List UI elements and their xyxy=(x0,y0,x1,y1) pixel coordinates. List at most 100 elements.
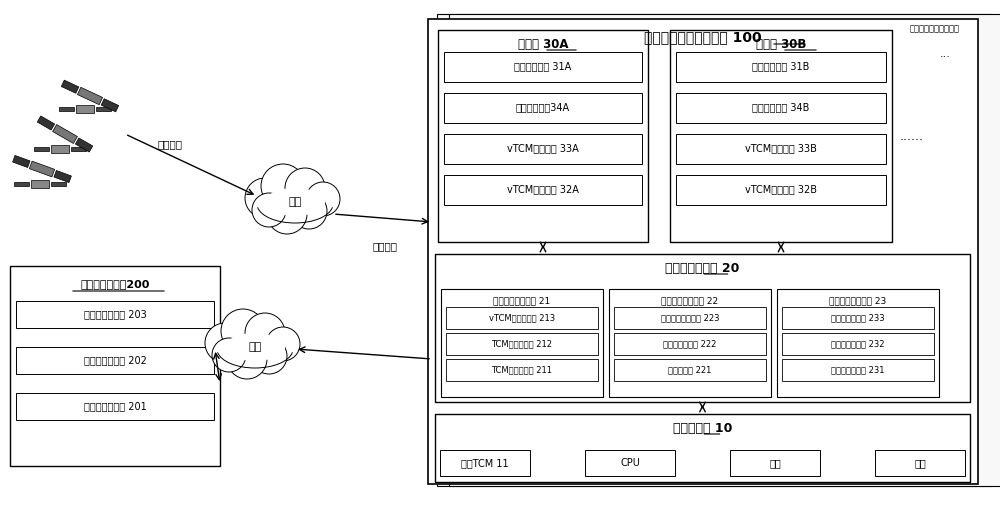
Bar xyxy=(51,182,66,186)
FancyBboxPatch shape xyxy=(444,93,642,123)
Text: TCM度量子模块 211: TCM度量子模块 211 xyxy=(491,365,552,374)
Bar xyxy=(14,182,29,186)
FancyBboxPatch shape xyxy=(444,134,642,164)
Text: vTCM度量模块 32B: vTCM度量模块 32B xyxy=(745,185,817,194)
Circle shape xyxy=(205,323,245,363)
FancyBboxPatch shape xyxy=(440,450,530,476)
Text: 网络: 网络 xyxy=(248,342,262,352)
FancyBboxPatch shape xyxy=(446,359,598,381)
Bar xyxy=(34,147,49,151)
Text: TCM报告子模块 212: TCM报告子模块 212 xyxy=(491,339,552,348)
Text: 审计代理模块34A: 审计代理模块34A xyxy=(516,102,570,113)
Polygon shape xyxy=(53,124,77,143)
Circle shape xyxy=(252,193,286,227)
Text: 平台可信度量模块 21: 平台可信度量模块 21 xyxy=(493,297,551,305)
Text: 日志采集子模块 231: 日志采集子模块 231 xyxy=(831,365,885,374)
FancyBboxPatch shape xyxy=(16,393,214,420)
Circle shape xyxy=(245,178,285,218)
FancyBboxPatch shape xyxy=(614,359,766,381)
FancyBboxPatch shape xyxy=(670,30,892,242)
Text: ......: ...... xyxy=(900,130,924,142)
Text: 物理TCM 11: 物理TCM 11 xyxy=(461,458,509,468)
FancyBboxPatch shape xyxy=(449,14,1000,486)
Circle shape xyxy=(306,182,340,216)
FancyBboxPatch shape xyxy=(782,359,934,381)
FancyBboxPatch shape xyxy=(676,93,886,123)
Circle shape xyxy=(221,309,265,353)
Circle shape xyxy=(261,164,305,208)
Polygon shape xyxy=(37,116,55,130)
FancyBboxPatch shape xyxy=(441,289,603,397)
Circle shape xyxy=(245,313,285,353)
FancyBboxPatch shape xyxy=(777,289,939,397)
Text: 客户操作系统 31A: 客户操作系统 31A xyxy=(514,62,572,71)
Bar xyxy=(31,179,49,189)
Polygon shape xyxy=(77,87,103,105)
FancyBboxPatch shape xyxy=(676,52,886,82)
Text: 密钥管理服务器 202: 密钥管理服务器 202 xyxy=(84,356,146,365)
Text: 分布式虚拟化存储节点 100: 分布式虚拟化存储节点 100 xyxy=(644,30,762,44)
Circle shape xyxy=(267,194,307,234)
Text: 密钥请求子模块 222: 密钥请求子模块 222 xyxy=(663,339,717,348)
FancyBboxPatch shape xyxy=(730,450,820,476)
FancyBboxPatch shape xyxy=(435,414,970,482)
Circle shape xyxy=(291,193,327,229)
Ellipse shape xyxy=(265,188,325,216)
Circle shape xyxy=(251,338,287,374)
Text: 可信管理服务器 201: 可信管理服务器 201 xyxy=(84,401,146,412)
FancyBboxPatch shape xyxy=(435,254,970,402)
Text: 宿主机操作系统 20: 宿主机操作系统 20 xyxy=(665,262,740,274)
Ellipse shape xyxy=(217,326,292,364)
Polygon shape xyxy=(61,80,79,93)
Bar xyxy=(59,107,74,111)
FancyBboxPatch shape xyxy=(782,333,934,355)
Text: 日志审计服务器 203: 日志审计服务器 203 xyxy=(84,309,146,320)
Text: 安全监控子模块 232: 安全监控子模块 232 xyxy=(831,339,885,348)
Text: vTCM管理子模块 213: vTCM管理子模块 213 xyxy=(489,313,555,322)
Circle shape xyxy=(285,168,325,208)
FancyBboxPatch shape xyxy=(437,14,992,486)
Text: 日志发送子模块 233: 日志发送子模块 233 xyxy=(831,313,885,322)
Bar xyxy=(76,105,94,114)
Text: 安全管理服务器200: 安全管理服务器200 xyxy=(80,279,150,289)
Circle shape xyxy=(212,338,246,372)
Text: 卫星数据: 卫星数据 xyxy=(372,241,398,251)
FancyBboxPatch shape xyxy=(10,266,220,466)
Text: 审计代理模块 34B: 审计代理模块 34B xyxy=(752,102,810,113)
FancyBboxPatch shape xyxy=(16,301,214,328)
Text: vTCM度量模块 32A: vTCM度量模块 32A xyxy=(507,185,579,194)
Text: 数据加解密子模块 223: 数据加解密子模块 223 xyxy=(661,313,719,322)
Text: 存储服务器 10: 存储服务器 10 xyxy=(673,421,732,434)
Text: 分布式虚拟化存储节点: 分布式虚拟化存储节点 xyxy=(910,25,960,33)
Text: 网络: 网络 xyxy=(288,197,302,207)
FancyBboxPatch shape xyxy=(875,450,965,476)
FancyBboxPatch shape xyxy=(444,52,642,82)
Bar xyxy=(51,144,69,153)
Text: CPU: CPU xyxy=(620,458,640,468)
FancyBboxPatch shape xyxy=(446,307,598,329)
Text: 密码算法库 221: 密码算法库 221 xyxy=(668,365,712,374)
FancyBboxPatch shape xyxy=(444,175,642,205)
FancyBboxPatch shape xyxy=(428,19,978,484)
Polygon shape xyxy=(75,138,93,152)
Polygon shape xyxy=(54,171,71,182)
Circle shape xyxy=(266,327,300,361)
Text: 虚拟机 30A: 虚拟机 30A xyxy=(518,38,568,50)
Polygon shape xyxy=(101,99,119,112)
Text: ...: ... xyxy=(940,49,950,59)
FancyBboxPatch shape xyxy=(676,175,886,205)
FancyBboxPatch shape xyxy=(782,307,934,329)
Text: 数据加密保护模块 22: 数据加密保护模块 22 xyxy=(661,297,719,305)
Text: vTCM报告模块 33A: vTCM报告模块 33A xyxy=(507,143,579,154)
FancyBboxPatch shape xyxy=(438,30,648,242)
FancyBboxPatch shape xyxy=(614,333,766,355)
FancyBboxPatch shape xyxy=(446,333,598,355)
Ellipse shape xyxy=(225,333,285,361)
Bar xyxy=(96,107,111,111)
Ellipse shape xyxy=(258,181,332,219)
Circle shape xyxy=(227,339,267,379)
Text: 磁盘: 磁盘 xyxy=(769,458,781,468)
Text: 网络: 网络 xyxy=(914,458,926,468)
FancyBboxPatch shape xyxy=(614,307,766,329)
Bar xyxy=(71,147,86,151)
